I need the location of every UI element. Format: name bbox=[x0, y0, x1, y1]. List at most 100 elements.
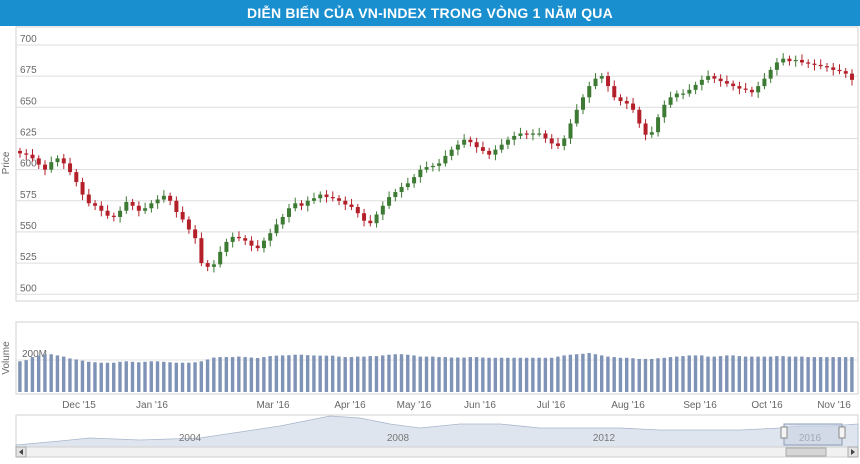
volume-bar bbox=[187, 362, 191, 392]
volume-bar bbox=[30, 357, 35, 392]
candle-body bbox=[293, 203, 298, 209]
candle-body bbox=[487, 150, 492, 155]
candle-body bbox=[286, 208, 291, 217]
scrollbar-thumb[interactable] bbox=[785, 447, 827, 457]
navigator-year-label: 2004 bbox=[179, 433, 202, 444]
candle-body bbox=[24, 153, 29, 155]
volume-bar bbox=[99, 362, 103, 392]
candle-body bbox=[93, 203, 98, 206]
volume-bar bbox=[324, 355, 329, 392]
candle-body bbox=[249, 240, 254, 246]
volume-bar bbox=[174, 362, 178, 392]
candle-body bbox=[349, 204, 354, 208]
candle-body bbox=[693, 84, 698, 90]
candle-body bbox=[831, 67, 836, 70]
candle-body bbox=[149, 203, 154, 209]
volume-bar bbox=[643, 358, 648, 392]
volume-bar bbox=[637, 358, 641, 392]
candle-body bbox=[368, 220, 373, 224]
navigator-handle-right[interactable] bbox=[838, 426, 846, 439]
volume-bar bbox=[93, 362, 97, 392]
candle-body bbox=[649, 132, 654, 135]
volume-bar bbox=[287, 355, 291, 392]
candle-body bbox=[656, 117, 661, 133]
volume-bar bbox=[775, 356, 779, 392]
price-tick-label: 625 bbox=[20, 127, 37, 138]
volume-bar bbox=[481, 357, 485, 392]
x-month-label: Dec '15 bbox=[62, 400, 96, 411]
candle-body bbox=[418, 169, 423, 178]
volume-axis-label: Volume bbox=[1, 341, 12, 375]
volume-bar bbox=[193, 362, 197, 392]
candle-body bbox=[599, 76, 604, 79]
volume-bar bbox=[249, 357, 254, 392]
price-y-ticks: 500 525 550 575 600 625 650 675 700 bbox=[20, 34, 37, 294]
x-month-label: Jun '16 bbox=[464, 400, 496, 411]
candle-body bbox=[706, 76, 711, 80]
volume-bar bbox=[506, 357, 510, 392]
candle-body bbox=[174, 200, 179, 212]
volume-bar bbox=[55, 355, 60, 392]
candle-body bbox=[355, 207, 360, 214]
candle-body bbox=[774, 62, 779, 70]
candle-body bbox=[205, 263, 210, 267]
candle-body bbox=[806, 62, 811, 64]
candle-body bbox=[712, 76, 717, 79]
x-month-label: Mar '16 bbox=[256, 400, 289, 411]
candle-body bbox=[211, 264, 216, 267]
volume-bars bbox=[18, 353, 854, 392]
volume-bar bbox=[162, 361, 166, 392]
volume-bar bbox=[737, 356, 741, 392]
navigator-year-label: 2008 bbox=[387, 433, 410, 444]
candle-body bbox=[799, 59, 804, 63]
volume-bar bbox=[806, 357, 810, 392]
candle-body bbox=[493, 149, 498, 155]
volume-bar bbox=[393, 354, 397, 392]
candle-body bbox=[18, 150, 22, 154]
volume-bar bbox=[205, 359, 210, 392]
volume-bar bbox=[143, 361, 147, 392]
volume-bar bbox=[843, 357, 848, 392]
price-tick-label: 700 bbox=[20, 34, 37, 45]
candle-body bbox=[699, 79, 704, 85]
candle-body bbox=[762, 78, 767, 87]
candle-body bbox=[749, 89, 754, 93]
volume-bar bbox=[512, 357, 516, 392]
volume-bar bbox=[518, 357, 523, 392]
volume-bar bbox=[118, 361, 122, 392]
candle-body bbox=[387, 197, 392, 206]
volume-bar bbox=[437, 357, 441, 392]
candle-body bbox=[724, 81, 729, 84]
candle-body bbox=[255, 245, 260, 249]
volume-bar bbox=[687, 355, 691, 392]
candle-body bbox=[49, 162, 54, 170]
volume-bar bbox=[631, 358, 635, 392]
candle-body bbox=[537, 133, 542, 135]
volume-bar bbox=[562, 355, 566, 392]
volume-bar bbox=[449, 357, 454, 392]
candle-body bbox=[781, 58, 786, 63]
volume-bar bbox=[155, 361, 160, 392]
candle-body bbox=[512, 135, 517, 140]
x-month-label: May '16 bbox=[397, 400, 432, 411]
candle-body bbox=[549, 138, 554, 144]
volume-bar bbox=[362, 356, 366, 392]
candle-body bbox=[193, 229, 198, 239]
scrollbar-track[interactable] bbox=[15, 446, 859, 458]
candle-body bbox=[793, 59, 798, 62]
candle-body bbox=[768, 69, 773, 79]
candle-body bbox=[86, 194, 91, 204]
volume-bar bbox=[61, 356, 66, 392]
volume-bar bbox=[262, 357, 266, 392]
candle-body bbox=[637, 109, 642, 124]
navigator-handle-left[interactable] bbox=[780, 426, 788, 439]
candle-body bbox=[668, 97, 673, 105]
volume-bar bbox=[712, 356, 716, 392]
volume-bar bbox=[418, 356, 422, 392]
candle-body bbox=[443, 155, 448, 164]
candle-body bbox=[624, 101, 629, 104]
candle-body bbox=[280, 216, 285, 225]
candle-body bbox=[468, 139, 473, 143]
candle-body bbox=[55, 158, 60, 163]
volume-bar bbox=[756, 356, 760, 392]
